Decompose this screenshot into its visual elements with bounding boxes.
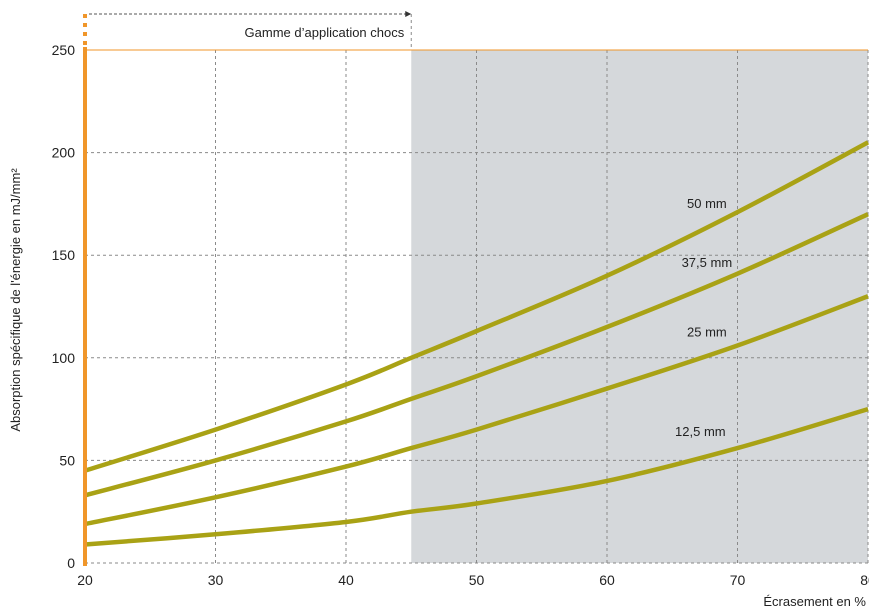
- y-tick-label: 150: [52, 247, 76, 263]
- series-line: [84, 406, 869, 547]
- range-arrow-head: [405, 11, 412, 17]
- series-group: [84, 140, 869, 547]
- series-label: 50 mm: [687, 196, 727, 211]
- x-axis-title: Écrasement en %: [763, 594, 866, 609]
- y-tick-label: 250: [52, 42, 76, 58]
- shaded-region: [411, 50, 868, 563]
- y-axis-title: Absorption spécifique de l'énergie en mJ…: [8, 168, 23, 432]
- grid: [85, 50, 869, 564]
- x-tick-label: 20: [77, 572, 93, 588]
- y-tick-label: 50: [59, 452, 75, 468]
- series-line: [84, 212, 869, 498]
- x-tick-label: 30: [208, 572, 224, 588]
- series-line: [84, 140, 869, 473]
- x-tick-label: 80: [860, 572, 869, 588]
- series-label: 12,5 mm: [675, 424, 726, 439]
- range-label: Gamme d’application chocs: [245, 25, 405, 40]
- y-tick-label: 100: [52, 350, 76, 366]
- x-tick-labels: 20 30 40 50 60 70 80: [77, 572, 869, 588]
- y-tick-label: 200: [52, 145, 76, 161]
- series-label: 25 mm: [687, 324, 727, 339]
- x-tick-label: 50: [469, 572, 485, 588]
- y-tick-label: 0: [67, 555, 75, 571]
- y-tick-labels: 0 50 100 150 200 250: [52, 42, 76, 571]
- series-label: 37,5 mm: [682, 255, 733, 270]
- x-tick-label: 70: [730, 572, 746, 588]
- series-labels: 50 mm 37,5 mm 25 mm 12,5 mm: [675, 196, 732, 439]
- series-line: [84, 294, 869, 527]
- x-tick-label: 40: [338, 572, 354, 588]
- x-tick-label: 60: [599, 572, 615, 588]
